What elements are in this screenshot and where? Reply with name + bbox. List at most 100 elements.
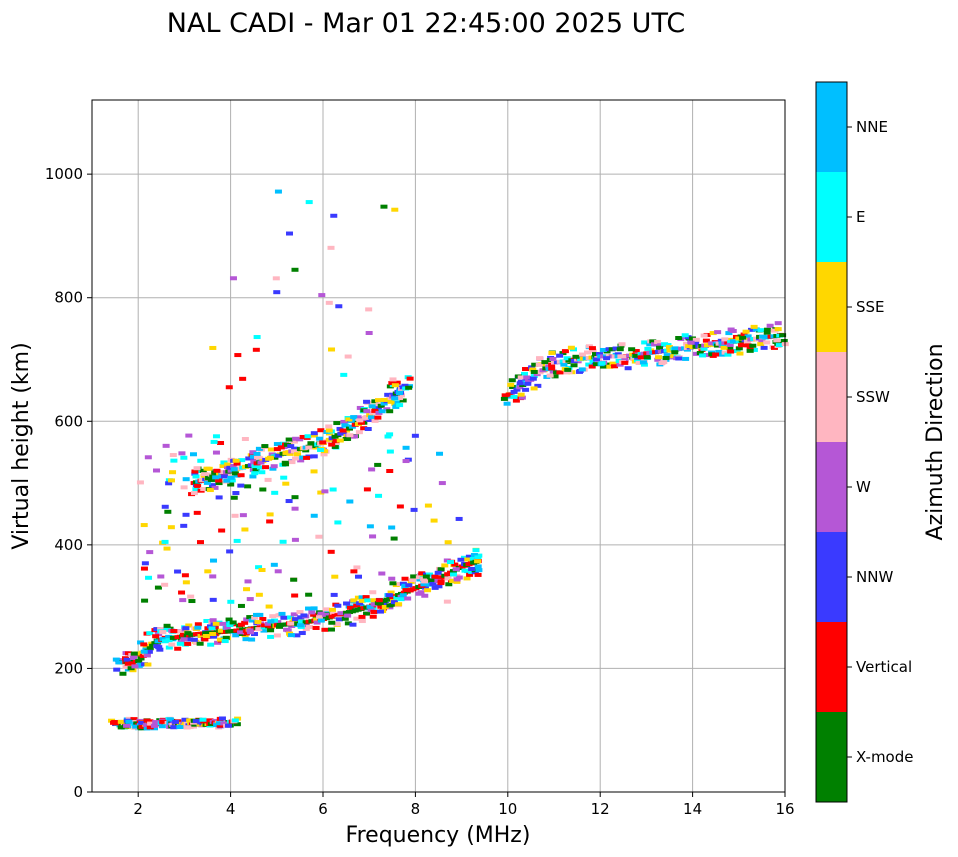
echo-point: [201, 637, 209, 642]
echo-point: [389, 581, 397, 586]
echo-point: [264, 477, 272, 482]
colorbar-tick-label: NNW: [856, 568, 893, 586]
echo-point: [313, 620, 321, 625]
echo-point: [237, 630, 245, 635]
echo-point: [376, 601, 384, 606]
echo-point: [726, 342, 734, 347]
echo-point: [113, 667, 121, 672]
x-tick-label: 8: [411, 800, 421, 818]
echo-point: [523, 375, 531, 380]
echo-point: [332, 441, 340, 446]
echo-point: [192, 719, 200, 724]
echo-point: [321, 489, 329, 494]
echo-point: [618, 342, 626, 347]
echo-point: [535, 362, 543, 367]
echo-point: [266, 512, 274, 517]
echo-point: [396, 396, 404, 401]
echo-point: [424, 588, 432, 593]
echo-point: [603, 356, 611, 361]
echo-point: [702, 338, 710, 343]
echo-point: [726, 346, 734, 351]
colorbar-tick-label: NNE: [856, 118, 888, 136]
echo-point: [193, 640, 201, 645]
echo-point: [708, 341, 716, 346]
echo-point: [258, 567, 266, 572]
echo-point: [349, 622, 357, 627]
echo-point: [262, 465, 270, 470]
echo-point: [162, 443, 170, 448]
echo-point: [752, 327, 760, 332]
echo-point: [350, 415, 358, 420]
echo-point: [130, 651, 138, 656]
echo-point: [588, 364, 596, 369]
echo-point: [316, 436, 324, 441]
echo-point: [230, 463, 238, 468]
echo-point: [633, 358, 641, 363]
echo-point: [271, 618, 279, 623]
echo-point: [358, 595, 366, 600]
echo-point: [229, 276, 237, 281]
echo-point: [250, 632, 258, 637]
echo-point: [224, 462, 232, 467]
echo-point: [436, 451, 444, 456]
echo-point: [179, 598, 187, 603]
echo-point: [174, 569, 182, 574]
echo-point: [415, 575, 423, 580]
echo-point: [551, 374, 559, 379]
echo-point: [119, 671, 127, 676]
echo-point: [556, 353, 564, 358]
echo-point: [331, 574, 339, 579]
echo-point: [267, 628, 275, 633]
echo-point: [117, 725, 125, 730]
echo-point: [510, 394, 518, 399]
echo-point: [724, 352, 732, 357]
echo-point: [471, 570, 479, 575]
echo-point: [518, 395, 526, 400]
echo-point: [375, 398, 383, 403]
echo-point: [154, 585, 162, 590]
echo-point: [159, 630, 167, 635]
echo-point: [241, 437, 249, 442]
echo-point: [305, 592, 313, 597]
echo-point: [399, 593, 407, 598]
echo-point: [692, 351, 700, 356]
echo-point: [363, 399, 371, 404]
colorbar-segment: [816, 532, 847, 622]
echo-point: [534, 383, 542, 388]
echo-point: [589, 348, 597, 353]
echo-point: [251, 464, 259, 469]
echo-point: [437, 567, 445, 572]
echo-point: [234, 353, 242, 358]
echo-point: [210, 634, 218, 639]
echo-point: [766, 323, 774, 328]
echo-point: [219, 621, 227, 626]
echo-point: [237, 622, 245, 627]
echo-point: [773, 338, 781, 343]
echo-point: [353, 616, 361, 621]
echo-point: [692, 341, 700, 346]
echo-point: [292, 436, 300, 441]
echo-point: [191, 722, 199, 727]
echo-point: [350, 569, 358, 574]
echo-point: [212, 450, 220, 455]
echo-point: [335, 304, 343, 309]
echo-point: [391, 383, 399, 388]
echo-point: [386, 409, 394, 414]
echo-point: [146, 646, 154, 651]
echo-point: [746, 348, 754, 353]
echo-point: [310, 606, 318, 611]
echo-point: [361, 415, 369, 420]
echo-point: [758, 339, 766, 344]
echo-point: [192, 474, 200, 479]
echo-point: [453, 577, 461, 582]
echo-point: [193, 466, 201, 471]
echo-point: [606, 364, 614, 369]
x-axis-ticks: 2 4 6 8 10 12 14 16: [133, 792, 795, 818]
echo-point: [740, 332, 748, 337]
echo-point: [185, 623, 193, 628]
echo-point: [219, 463, 227, 468]
echo-point: [272, 276, 280, 281]
echo-point: [163, 623, 171, 628]
echo-point: [344, 613, 352, 618]
